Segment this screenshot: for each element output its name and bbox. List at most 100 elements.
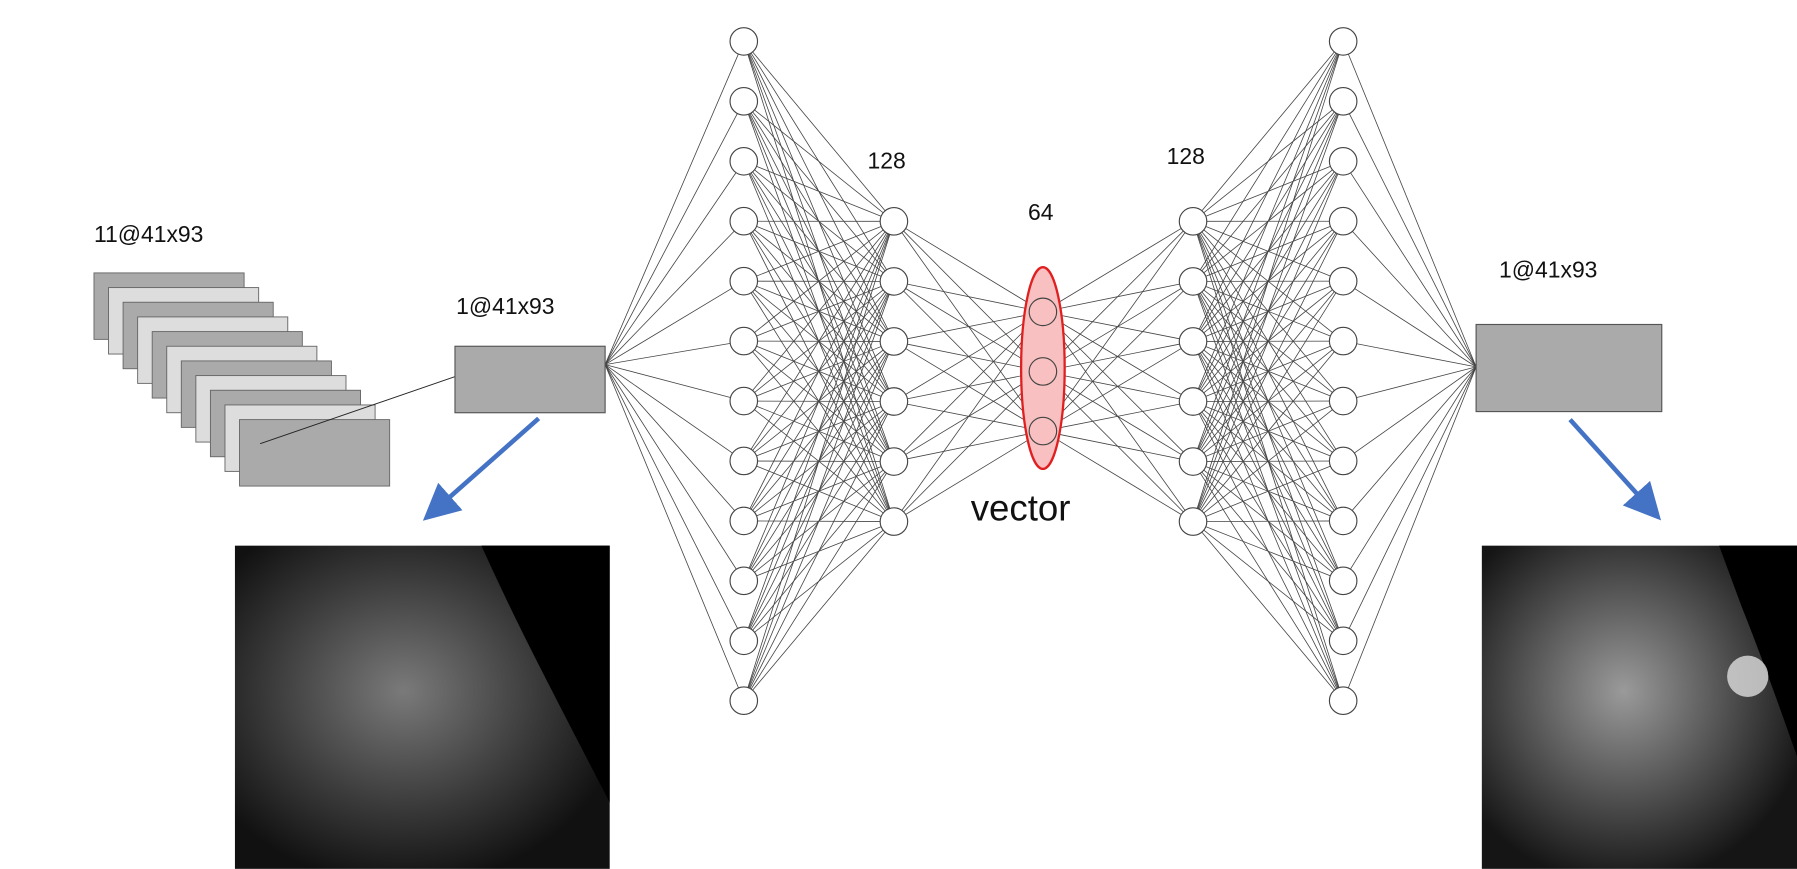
connection bbox=[1193, 41, 1343, 221]
arrow bbox=[430, 418, 539, 514]
neuron bbox=[1329, 28, 1357, 56]
neuron bbox=[1329, 267, 1357, 295]
page: 11@41x93 1@41x93 128 64 128 vector 1@41x… bbox=[0, 0, 1797, 869]
connection bbox=[744, 221, 894, 640]
neuron bbox=[1329, 627, 1357, 655]
connection bbox=[605, 221, 744, 364]
connection bbox=[605, 341, 744, 364]
connection bbox=[1343, 101, 1476, 367]
connection bbox=[1193, 522, 1343, 581]
neuron bbox=[1179, 508, 1207, 536]
connection bbox=[1193, 41, 1343, 341]
neuron bbox=[1329, 567, 1357, 595]
connection bbox=[605, 161, 744, 364]
neuron bbox=[730, 567, 758, 595]
neuron bbox=[1329, 207, 1357, 235]
input-map bbox=[455, 346, 605, 412]
connection bbox=[894, 312, 1043, 342]
connection bbox=[744, 281, 894, 700]
connection bbox=[1193, 101, 1343, 521]
connection bbox=[605, 365, 744, 521]
connection bbox=[605, 365, 744, 641]
connection bbox=[605, 41, 744, 364]
neuron bbox=[880, 448, 908, 476]
connection bbox=[605, 365, 744, 581]
connection bbox=[1193, 522, 1343, 701]
connection bbox=[1343, 367, 1476, 461]
neuron bbox=[730, 687, 758, 715]
neuron bbox=[730, 387, 758, 415]
connection bbox=[605, 365, 744, 461]
neuron bbox=[880, 508, 908, 536]
neuron bbox=[1329, 327, 1357, 355]
neuron bbox=[730, 267, 758, 295]
input-stack bbox=[94, 273, 390, 486]
neuron bbox=[730, 207, 758, 235]
output-label: 1@41x93 bbox=[1499, 256, 1597, 282]
neuron bbox=[1329, 447, 1357, 475]
neuron bbox=[880, 208, 908, 236]
neuron bbox=[730, 148, 758, 176]
connection bbox=[894, 221, 1043, 312]
connection bbox=[1043, 221, 1193, 312]
neuron bbox=[730, 507, 758, 535]
neuron bbox=[1179, 328, 1207, 356]
neuron bbox=[730, 28, 758, 56]
connection bbox=[605, 365, 744, 401]
layer-label: 128 bbox=[1167, 143, 1205, 169]
connection bbox=[1343, 161, 1476, 367]
connection bbox=[1043, 401, 1193, 431]
connection bbox=[605, 365, 744, 701]
neuron bbox=[1329, 687, 1357, 715]
connection bbox=[1343, 367, 1476, 581]
neuron bbox=[1329, 148, 1357, 176]
connection bbox=[744, 522, 894, 701]
connection bbox=[744, 401, 894, 700]
diagram: 11@41x93 1@41x93 128 64 128 vector 1@41x… bbox=[0, 0, 1797, 869]
connection bbox=[1343, 41, 1476, 366]
neuron bbox=[1329, 387, 1357, 415]
neuron bbox=[1179, 208, 1207, 236]
connection bbox=[1193, 521, 1343, 522]
neuron bbox=[1179, 448, 1207, 476]
connection bbox=[1193, 41, 1343, 461]
connection bbox=[1193, 41, 1343, 281]
connection bbox=[1343, 367, 1476, 401]
feature-map bbox=[240, 420, 390, 486]
neuron bbox=[1179, 388, 1207, 416]
connection bbox=[894, 281, 1043, 311]
connection bbox=[744, 41, 894, 221]
neuron bbox=[730, 447, 758, 475]
vector-label: vector bbox=[971, 487, 1071, 528]
stack-label: 11@41x93 bbox=[94, 221, 203, 247]
neuron bbox=[730, 327, 758, 355]
neuron bbox=[1329, 88, 1357, 116]
neuron bbox=[880, 388, 908, 416]
neurons bbox=[730, 28, 1357, 715]
connection bbox=[1343, 367, 1476, 521]
input-image bbox=[235, 546, 610, 869]
neuron bbox=[1179, 268, 1207, 296]
neuron bbox=[1029, 417, 1057, 445]
layer-label: 128 bbox=[868, 148, 906, 174]
neuron bbox=[1329, 507, 1357, 535]
neuron bbox=[1029, 298, 1057, 326]
neuron bbox=[880, 268, 908, 296]
input-label: 1@41x93 bbox=[456, 293, 554, 319]
neuron bbox=[730, 627, 758, 655]
neuron bbox=[880, 328, 908, 356]
bright-spot bbox=[1727, 656, 1768, 697]
connection bbox=[605, 101, 744, 364]
connection bbox=[1043, 431, 1193, 461]
arrow bbox=[1570, 420, 1655, 514]
neuron bbox=[1029, 358, 1057, 386]
connection bbox=[744, 462, 894, 701]
connection bbox=[1193, 522, 1343, 641]
connection bbox=[1043, 221, 1193, 431]
output-image bbox=[1482, 546, 1797, 869]
output-map bbox=[1476, 324, 1662, 411]
connection bbox=[605, 281, 744, 364]
connection bbox=[1343, 367, 1476, 701]
layer-label: 64 bbox=[1028, 199, 1054, 225]
connection bbox=[1343, 367, 1476, 641]
